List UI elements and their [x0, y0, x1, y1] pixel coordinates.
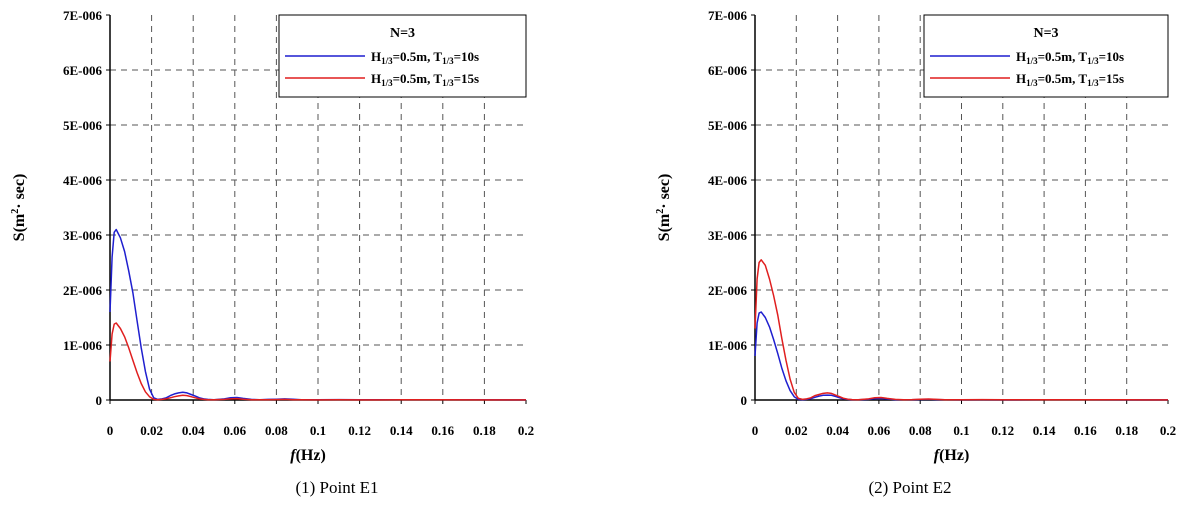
y-tick-label: 2E-006	[708, 283, 748, 298]
x-axis-label: f(Hz)	[934, 447, 970, 464]
x-tick-label: 0.12	[348, 423, 371, 438]
grid-lines	[755, 15, 1168, 400]
legend-title: N=3	[390, 26, 415, 41]
x-tick-label: 0.04	[182, 423, 205, 438]
caption: (1) Point E1	[295, 478, 378, 497]
y-tick-label: 0	[96, 393, 103, 408]
y-tick-label: 2E-006	[63, 283, 103, 298]
legend-label-1: H1/3=0.5m, T1/3=10s	[1016, 49, 1124, 66]
y-tick-label: 7E-006	[708, 8, 748, 23]
y-tick-label: 7E-006	[63, 8, 103, 23]
x-tick-label: 0.16	[431, 423, 454, 438]
tick-labels: 0 0.02 0.04 0.06 0.08 0.1 0.12 0.14 0.16 0.18 0.2 0…	[708, 8, 1176, 438]
legend-label-2: H1/3=0.5m, T1/3=15s	[371, 71, 479, 88]
x-tick-label: 0.06	[223, 423, 246, 438]
y-tick-label: 3E-006	[708, 228, 748, 243]
x-tick-label: 0	[107, 423, 114, 438]
x-tick-label: 0.14	[1033, 423, 1056, 438]
legend: N=3 H1/3=0.5m, T1/3=10s H1/3=0.5m, T1/3=15…	[278, 14, 527, 98]
x-tick-label: 0.1	[953, 423, 969, 438]
x-tick-label: 0.06	[868, 423, 891, 438]
legend-title: N=3	[1033, 26, 1058, 41]
y-tick-label: 5E-006	[63, 118, 103, 133]
x-tick-label: 0.2	[518, 423, 534, 438]
x-tick-label: 0.2	[1160, 423, 1176, 438]
series-line-2	[754, 259, 1169, 401]
chart-2: 0 0.02 0.04 0.06 0.08 0.1 0.12 0.14 0.16 0.18 0.2 0…	[655, 8, 1176, 497]
chart-1: 0 0.02 0.04 0.06 0.08 0.1 0.12 0.14 0.16 0.18 0.2 0…	[10, 8, 534, 497]
y-tick-label: 4E-006	[708, 173, 748, 188]
y-tick-label: 6E-006	[708, 63, 748, 78]
x-tick-label: 0.16	[1074, 423, 1097, 438]
y-tick-label: 5E-006	[708, 118, 748, 133]
y-axis-label: S(m2· sec)	[655, 174, 673, 242]
x-tick-label: 0.08	[265, 423, 288, 438]
y-tick-label: 4E-006	[63, 173, 103, 188]
y-axis-label: S(m2· sec)	[10, 174, 28, 242]
x-tick-label: 0.12	[991, 423, 1014, 438]
x-axis-label: f(Hz)	[290, 447, 326, 464]
legend: N=3 H1/3=0.5m, T1/3=10s H1/3=0.5m, T1/3=15…	[923, 14, 1169, 98]
y-tick-label: 1E-006	[63, 338, 103, 353]
y-tick-label: 0	[741, 393, 748, 408]
x-tick-label: 0.14	[390, 423, 413, 438]
x-tick-label: 0.08	[909, 423, 932, 438]
caption: (2) Point E2	[868, 478, 951, 497]
x-tick-label: 0.04	[826, 423, 849, 438]
x-tick-label: 0.02	[140, 423, 163, 438]
x-tick-label: 0.02	[785, 423, 808, 438]
tick-labels: 0 0.02 0.04 0.06 0.08 0.1 0.12 0.14 0.16 0.18 0.2 0…	[63, 8, 534, 438]
x-tick-label: 0.1	[310, 423, 326, 438]
y-tick-label: 6E-006	[63, 63, 103, 78]
y-tick-label: 3E-006	[63, 228, 103, 243]
legend-label-2: H1/3=0.5m, T1/3=15s	[1016, 71, 1124, 88]
x-tick-label: 0	[752, 423, 759, 438]
x-tick-label: 0.18	[1115, 423, 1138, 438]
x-tick-label: 0.18	[473, 423, 496, 438]
y-tick-label: 1E-006	[708, 338, 748, 353]
series-line-2	[109, 322, 526, 401]
legend-label-1: H1/3=0.5m, T1/3=10s	[371, 49, 479, 66]
